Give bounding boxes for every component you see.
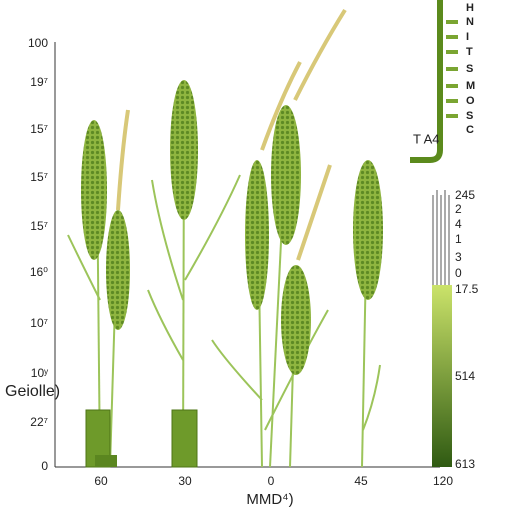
x-label: 60 <box>94 474 108 488</box>
scale-label: 1 <box>455 232 462 246</box>
legend-letter: O <box>466 95 475 107</box>
y-label: 22⁷ <box>30 415 48 429</box>
plants <box>67 8 383 468</box>
y-label: 10ʸ <box>31 366 48 380</box>
colorbar <box>432 190 452 467</box>
scale-label: 0 <box>455 266 462 280</box>
y-label: 15⁷ <box>30 219 48 233</box>
y-label: 10⁷ <box>30 316 48 330</box>
legend-letter: C <box>466 124 474 136</box>
scale-label: 245 <box>455 188 475 202</box>
x-label: 45 <box>354 474 368 488</box>
scale-label: 3 <box>455 250 462 264</box>
x-title: MMD⁴) <box>246 491 293 508</box>
y-label: 100 <box>28 36 48 50</box>
legend-letter: M <box>466 80 475 92</box>
x-label: 30 <box>178 474 192 488</box>
scale-label: 17.5 <box>455 282 479 296</box>
legend-letter: N <box>466 16 474 28</box>
legend-letter: S <box>466 63 473 75</box>
legend-letter: T <box>466 46 473 58</box>
y-title: Geiolle) <box>5 383 60 400</box>
bars <box>85 409 198 468</box>
y-label: 15⁷ <box>30 122 48 136</box>
x-label: 0 <box>268 474 275 488</box>
axes <box>54 42 440 468</box>
y-label: 0 <box>41 459 48 473</box>
legend-bar <box>410 0 458 163</box>
y-label: 15⁷ <box>30 170 48 184</box>
scale-label: 613 <box>455 457 475 471</box>
scale-label: 514 <box>455 369 475 383</box>
y-label: 19⁷ <box>30 75 48 89</box>
x-label: 120 <box>433 474 453 488</box>
y-label: 16⁰ <box>30 265 48 279</box>
legend-letter: I <box>466 31 469 43</box>
legend-caption: T A4 <box>413 131 440 146</box>
legend-letter: H <box>466 2 474 14</box>
scale-label: 2 <box>455 202 462 216</box>
legend-letter: S <box>466 110 473 122</box>
scale-label: 4 <box>455 217 462 231</box>
